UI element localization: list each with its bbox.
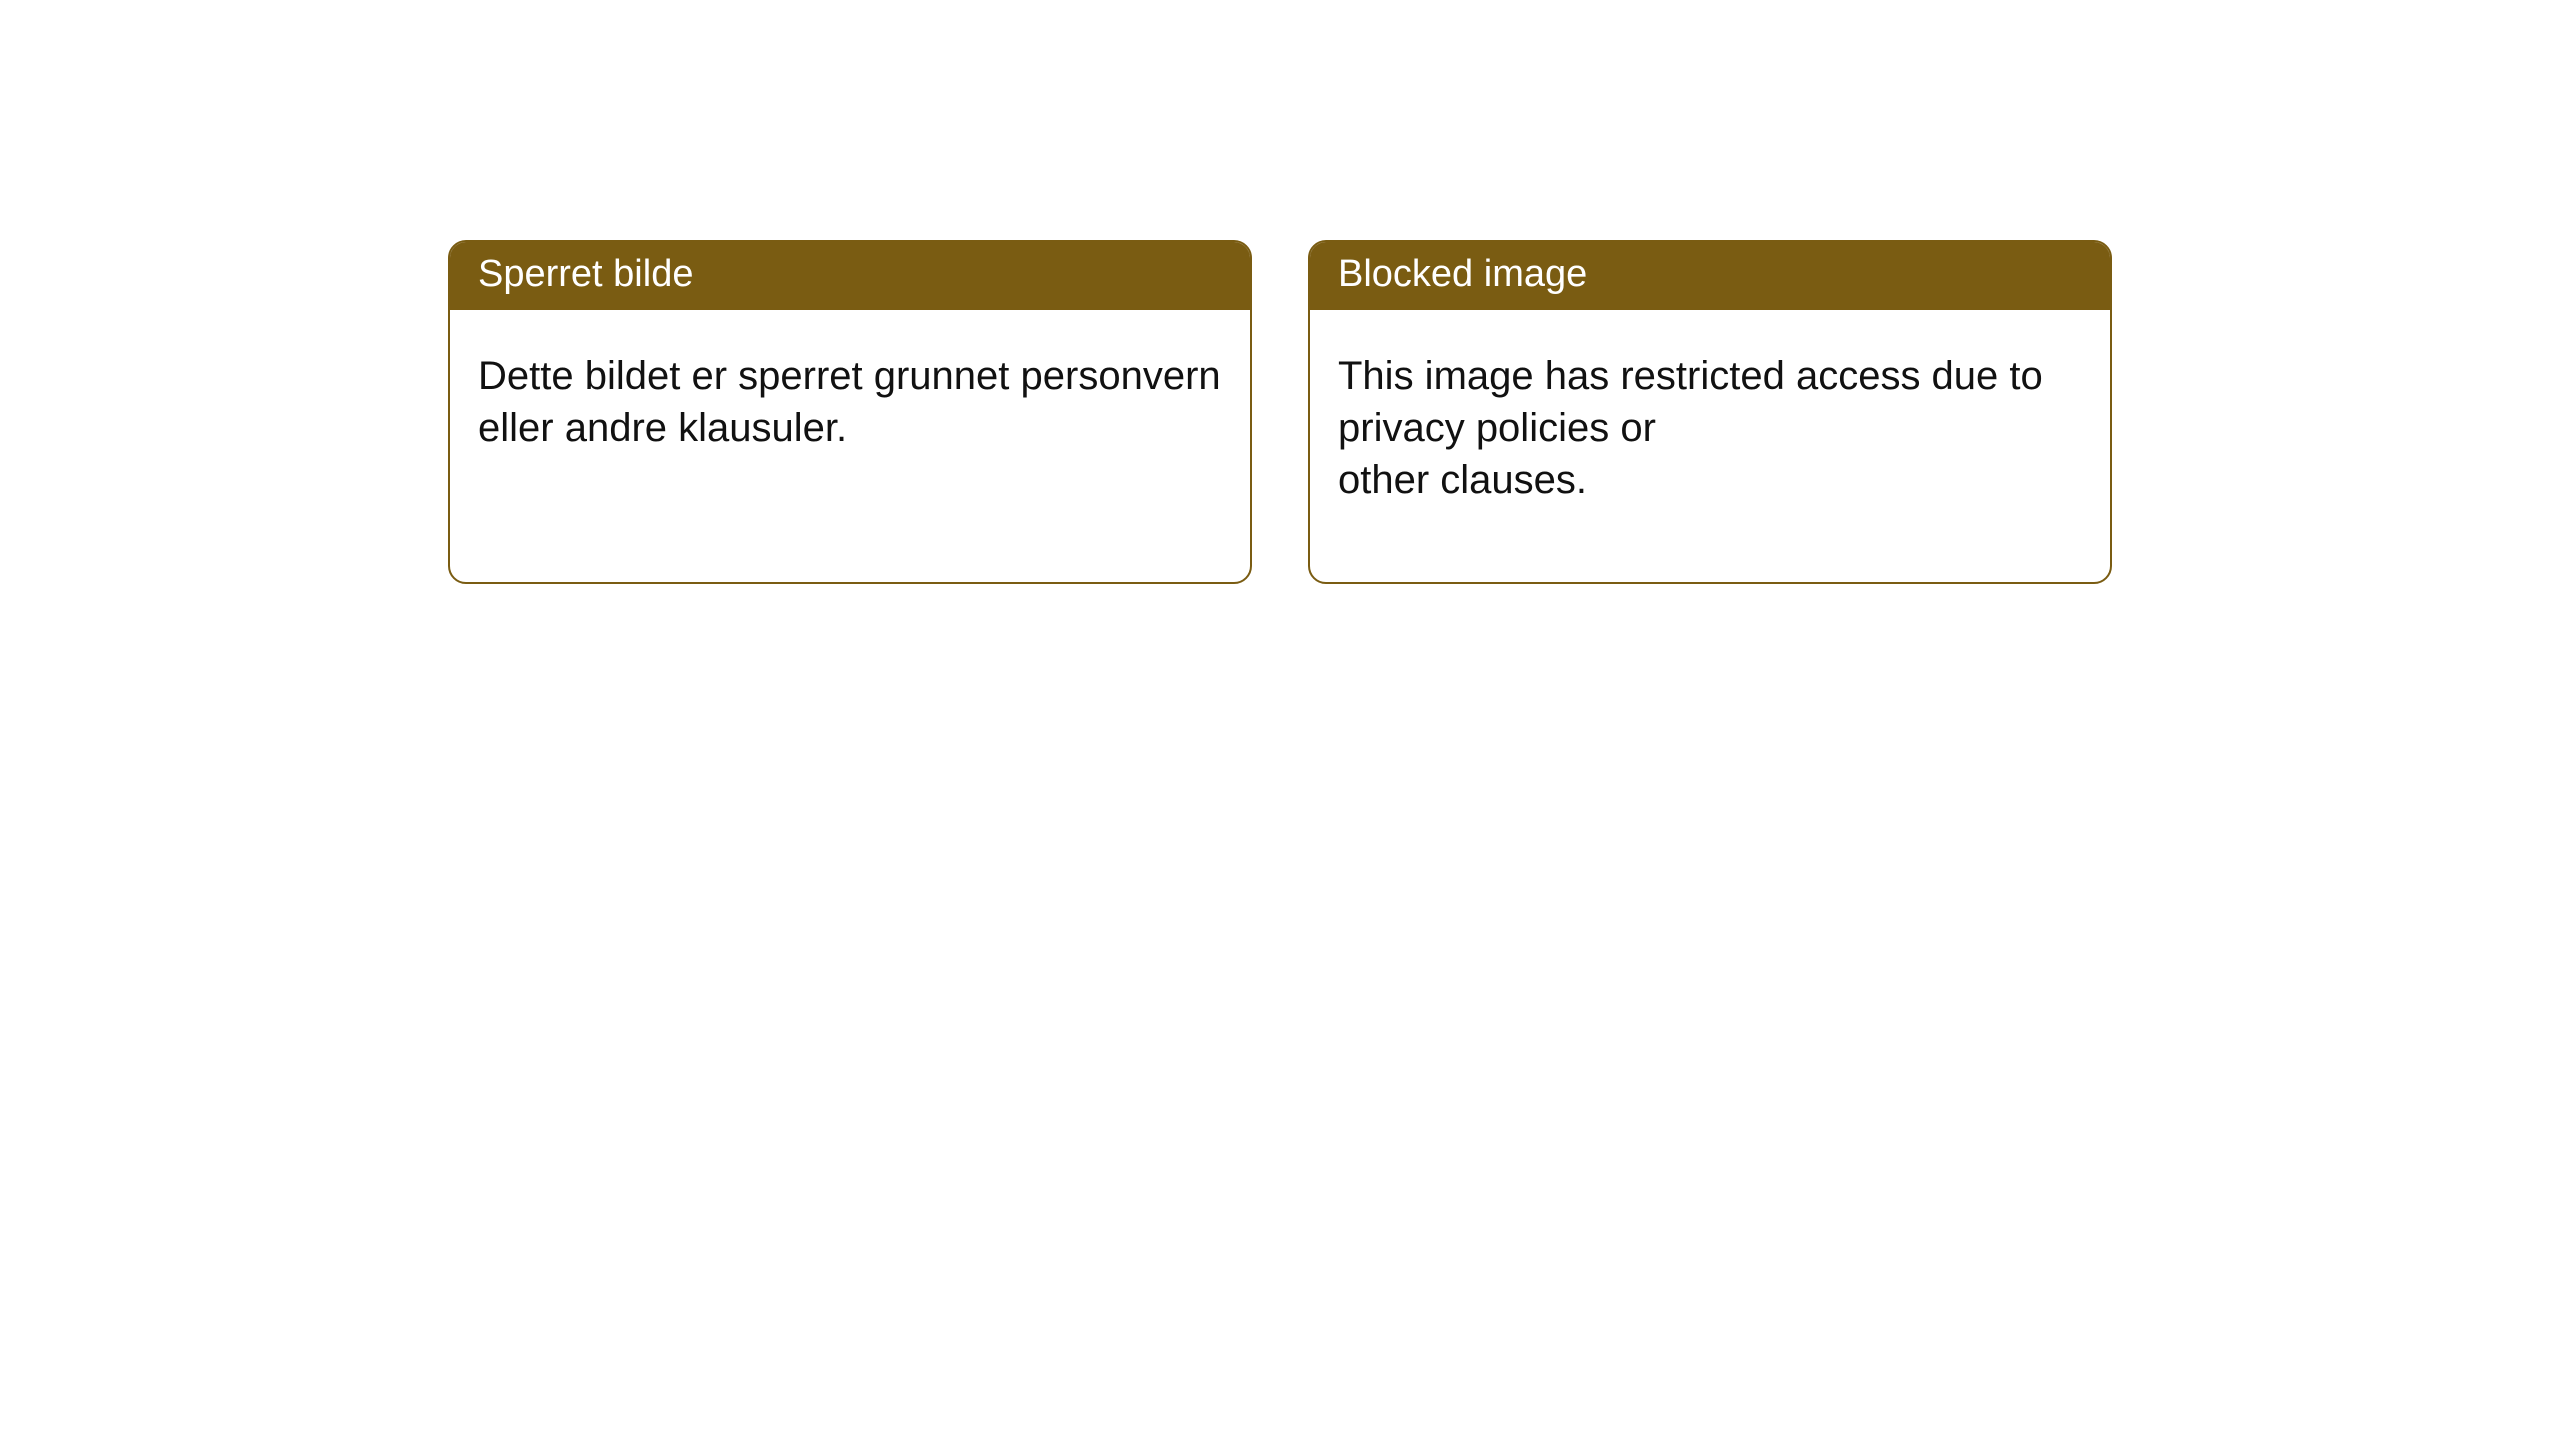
card-header-english: Blocked image: [1310, 242, 2110, 310]
blocked-image-card-english: Blocked image This image has restricted …: [1308, 240, 2112, 584]
card-body-norwegian: Dette bildet er sperret grunnet personve…: [450, 310, 1250, 582]
card-header-norwegian: Sperret bilde: [450, 242, 1250, 310]
notice-container: Sperret bilde Dette bildet er sperret gr…: [0, 0, 2560, 584]
blocked-image-card-norwegian: Sperret bilde Dette bildet er sperret gr…: [448, 240, 1252, 584]
card-body-english: This image has restricted access due to …: [1310, 310, 2110, 582]
